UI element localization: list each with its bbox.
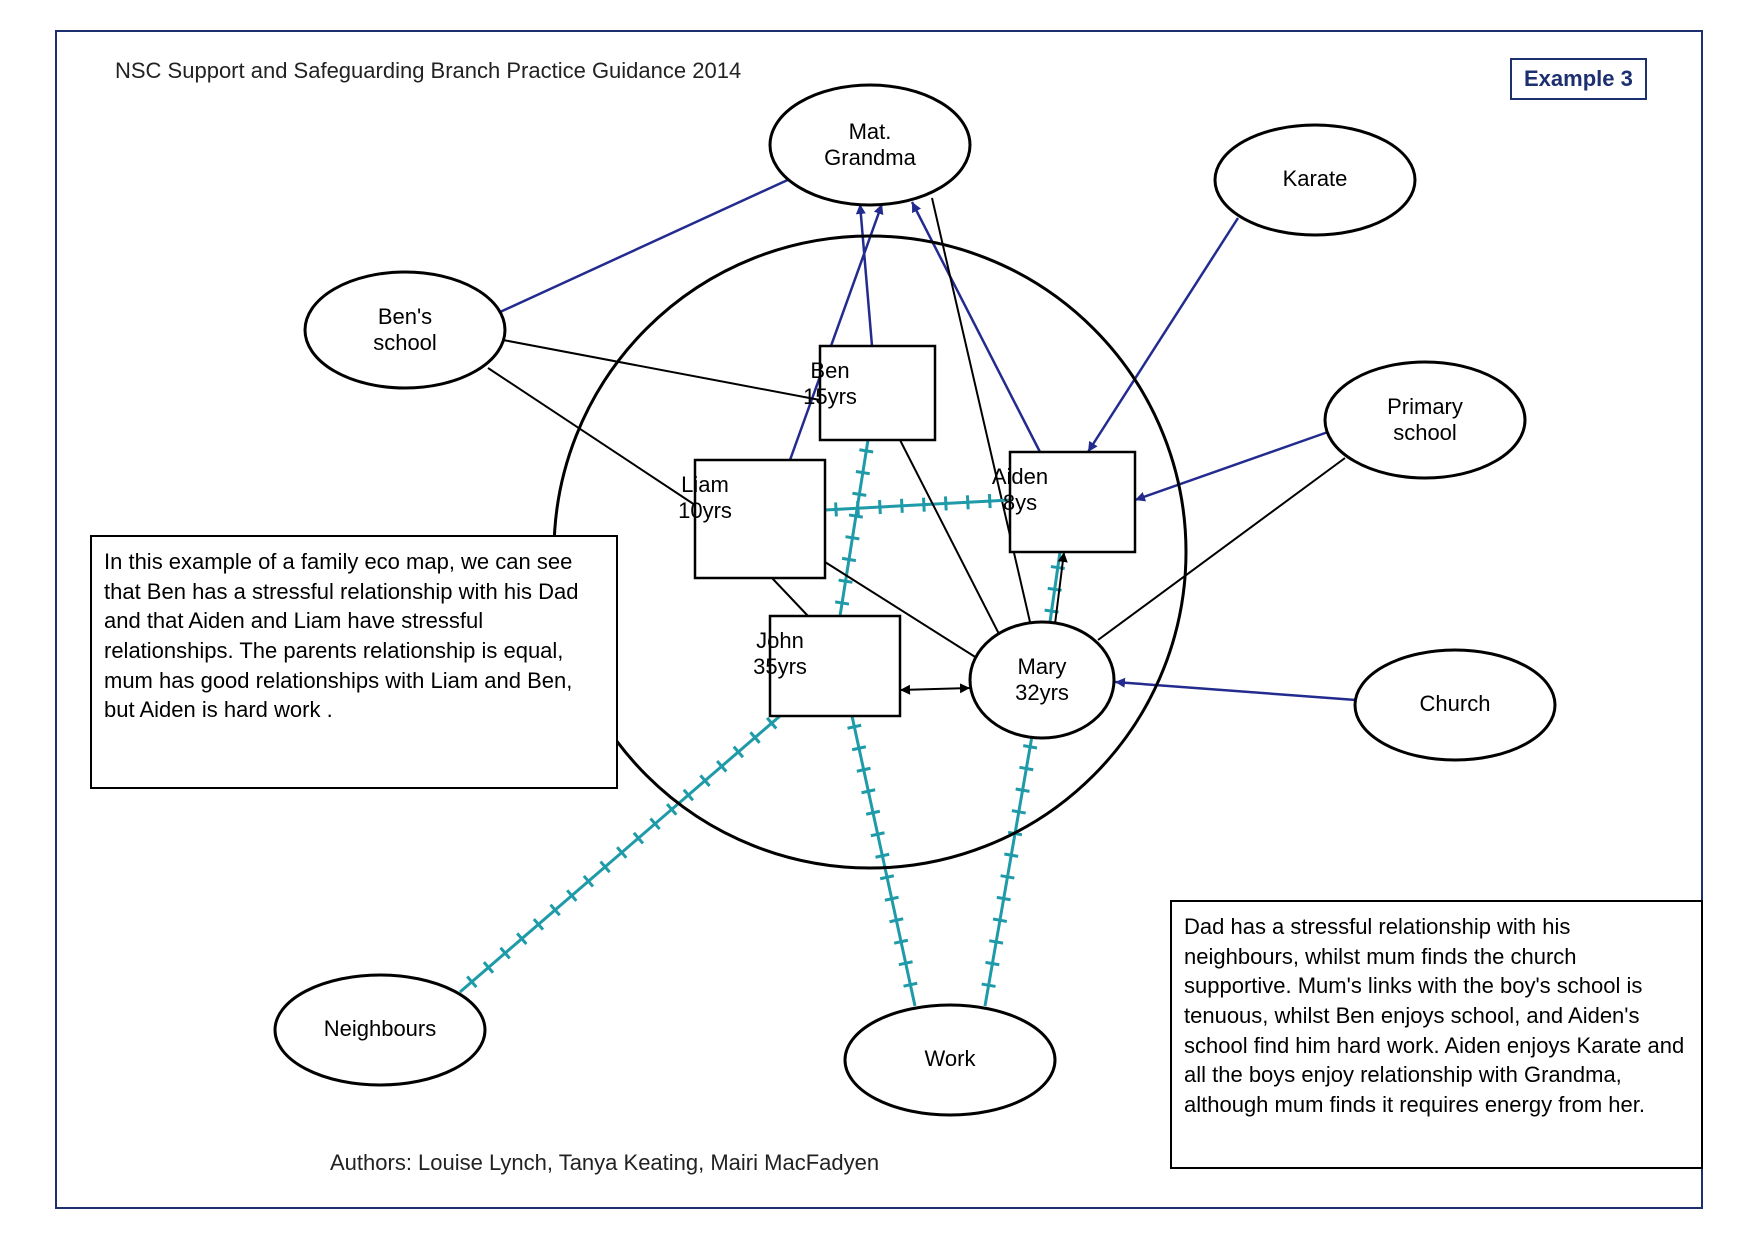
authors-line: Authors: Louise Lynch, Tanya Keating, Ma… [330, 1150, 879, 1176]
svg-text:Mary: Mary [1018, 654, 1067, 679]
svg-text:32yrs: 32yrs [1015, 680, 1069, 705]
svg-text:Mat.: Mat. [849, 119, 892, 144]
svg-text:Ben's: Ben's [378, 304, 432, 329]
svg-text:Karate: Karate [1283, 166, 1348, 191]
svg-text:10yrs: 10yrs [678, 498, 732, 523]
page-root: NSC Support and Safeguarding Branch Prac… [0, 0, 1754, 1241]
explanation-box-left: In this example of a family eco map, we … [90, 535, 618, 789]
svg-text:John: John [756, 628, 804, 653]
svg-text:school: school [1393, 420, 1457, 445]
explanation-box-right: Dad has a stressful relationship with hi… [1170, 900, 1703, 1169]
svg-text:Primary: Primary [1387, 394, 1463, 419]
svg-text:Work: Work [925, 1046, 977, 1071]
svg-text:15yrs: 15yrs [803, 384, 857, 409]
svg-text:Liam: Liam [681, 472, 729, 497]
svg-text:Neighbours: Neighbours [324, 1016, 437, 1041]
svg-text:Aiden: Aiden [992, 464, 1048, 489]
svg-text:Church: Church [1420, 691, 1491, 716]
svg-text:Grandma: Grandma [824, 145, 916, 170]
svg-text:Ben: Ben [810, 358, 849, 383]
svg-text:8ys: 8ys [1003, 490, 1037, 515]
svg-text:school: school [373, 330, 437, 355]
svg-text:35yrs: 35yrs [753, 654, 807, 679]
